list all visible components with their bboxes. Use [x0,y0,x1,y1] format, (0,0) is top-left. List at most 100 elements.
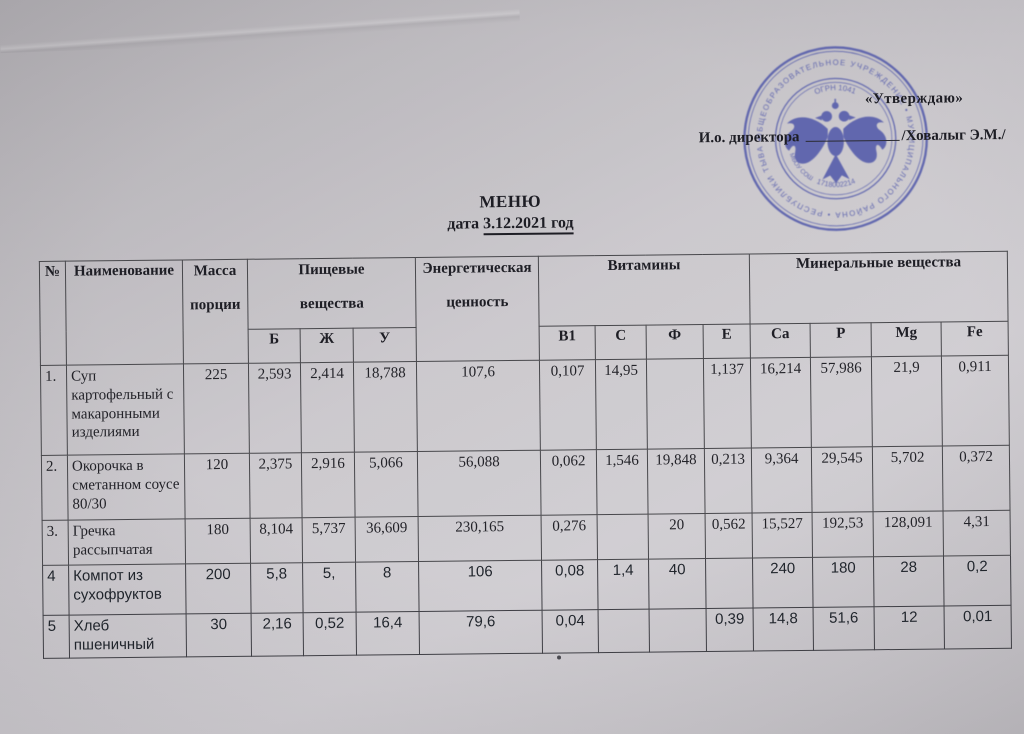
cell-carbs: 5,066 [354,451,418,517]
subcol-header-e: Е [703,324,750,358]
cell-mineral-mg: 5,702 [872,446,943,512]
cell-mineral-ca: 240 [753,557,814,608]
cell-vitamin-b1: 0,276 [541,515,597,561]
ink-speck [557,656,561,660]
cell-row-number: 4 [43,565,70,615]
cell-mineral-fe: 0,2 [944,555,1012,606]
date-value: 3.12.2021 год [483,214,574,235]
cell-protein: 5,8 [251,563,304,614]
cell-mineral-fe: 0,01 [944,605,1011,648]
cell-mineral-ca: 16,214 [750,357,811,448]
cell-mineral-mg: 21,9 [871,356,942,447]
subcol-header-p: P [810,323,871,358]
nutrients-line1: Пищевые [251,260,412,280]
menu-row: 2. Окорочка в сметанном соусе 80/30 120 … [41,445,1010,520]
cell-carbs: 36,609 [355,516,418,562]
cell-energy: 79,6 [419,610,542,654]
col-header-energy: Энергетическая ценность [415,256,539,361]
col-header-vitamins: Витамины [538,254,750,326]
subcol-header-mg: Mg [871,322,941,357]
cell-mineral-fe: 0,372 [942,445,1010,511]
cell-fat: 0,52 [303,612,356,655]
cell-row-number: 2. [41,455,68,520]
col-header-minerals: Минеральные вещества [749,251,1008,324]
cell-vitamin-e: 0,39 [706,608,753,651]
cell-vitamin-c: 1,4 [598,559,650,610]
cell-energy: 56,088 [417,450,541,516]
menu-row: 5 Хлеб пшеничный 30 2,16 0,52 16,4 79,6 … [43,605,1011,658]
nutrients-line2: вещества [251,294,412,314]
cell-dish-name: Суп картофельный с макаронными изделиями [66,364,184,455]
cell-carbs: 8 [356,561,420,612]
cell-vitamin-c: 14,95 [595,359,647,450]
cell-vitamin-b1: 0,08 [542,560,599,611]
cell-portion-mass: 225 [183,363,249,454]
mass-line1: Масса [186,262,244,281]
cell-dish-name: Окорочка в сметанном соусе 80/30 [67,454,185,520]
cell-protein: 2,375 [249,453,302,519]
cell-fat: 2,916 [301,452,355,518]
cell-row-number: 1. [40,365,67,455]
energy-line1: Энергетическая [419,259,535,278]
cell-carbs: 16,4 [356,611,419,654]
cell-mineral-p: 192,53 [812,512,873,558]
subcol-header-protein: Б [248,329,300,364]
header-group-row: № Наименование Масса порции Пищевые веще… [39,251,1008,331]
cell-vitamin-c [597,514,648,560]
cell-vitamin-c [598,609,649,652]
cell-row-number: 3. [42,520,68,565]
cell-mineral-p: 51,6 [813,607,874,650]
cell-energy: 106 [419,560,543,611]
cell-protein: 2,16 [251,613,303,656]
cell-protein: 8,104 [250,518,302,564]
cell-row-number: 5 [43,615,69,658]
menu-rows: 1. Суп картофельный с макаронными издели… [40,355,1011,658]
cell-mineral-ca: 14,8 [753,607,813,650]
subcol-header-ca: Ca [750,323,810,358]
subcol-header-fat: Ж [300,328,353,363]
menu-row: 1. Суп картофельный с макаронными издели… [40,355,1009,455]
cell-mineral-ca: 15,527 [752,512,812,558]
cell-vitamin-e: 0,562 [705,513,753,558]
col-header-name: Наименование [65,260,183,365]
approval-signatory-name: /Ховалыг Э.М./ [901,127,1005,144]
cell-vitamin-b1: 0,107 [539,360,596,451]
cell-mineral-ca: 9,364 [751,447,812,513]
cell-energy: 107,6 [416,360,540,451]
col-header-num: № [39,261,66,365]
cell-fat: 5,737 [302,517,355,563]
cell-vitamin-f: 19,848 [647,448,705,514]
cell-vitamin-f: 20 [648,513,705,559]
cell-protein: 2,593 [248,363,301,454]
cell-portion-mass: 200 [186,563,252,614]
col-header-nutrients: Пищевые вещества [247,258,416,330]
cell-portion-mass: 180 [185,518,250,564]
cell-vitamin-e: 0,213 [704,448,752,513]
cell-vitamin-b1: 0,062 [540,450,597,516]
cell-fat: 2,414 [300,362,354,453]
cell-mineral-mg: 12 [874,606,944,649]
subcol-header-c: С [595,325,646,360]
cell-vitamin-f [649,608,706,651]
cell-portion-mass: 30 [186,613,251,656]
approval-quote: «Утверждаю» [865,90,963,108]
col-header-mass: Масса порции [182,259,248,364]
cell-mineral-p: 180 [813,557,875,608]
cell-portion-mass: 120 [184,453,250,519]
cell-vitamin-c: 1,546 [596,449,648,515]
cell-mineral-fe: 4,31 [943,510,1010,556]
cell-vitamin-f: 40 [649,558,707,609]
cell-mineral-p: 29,545 [811,447,873,513]
cell-mineral-fe: 0,911 [941,355,1009,446]
cell-energy: 230,165 [418,515,541,561]
energy-line2: ценность [419,293,535,312]
signature-blank [805,126,899,142]
subcol-header-f: Ф [646,324,703,359]
cell-mineral-mg: 28 [874,556,945,607]
subcol-header-b1: В1 [539,326,595,361]
cell-mineral-mg: 128,091 [873,511,943,557]
subcol-header-carbs: У [353,328,416,363]
cell-dish-name: Хлеб пшеничный [69,614,186,658]
cell-vitamin-e [706,558,754,608]
